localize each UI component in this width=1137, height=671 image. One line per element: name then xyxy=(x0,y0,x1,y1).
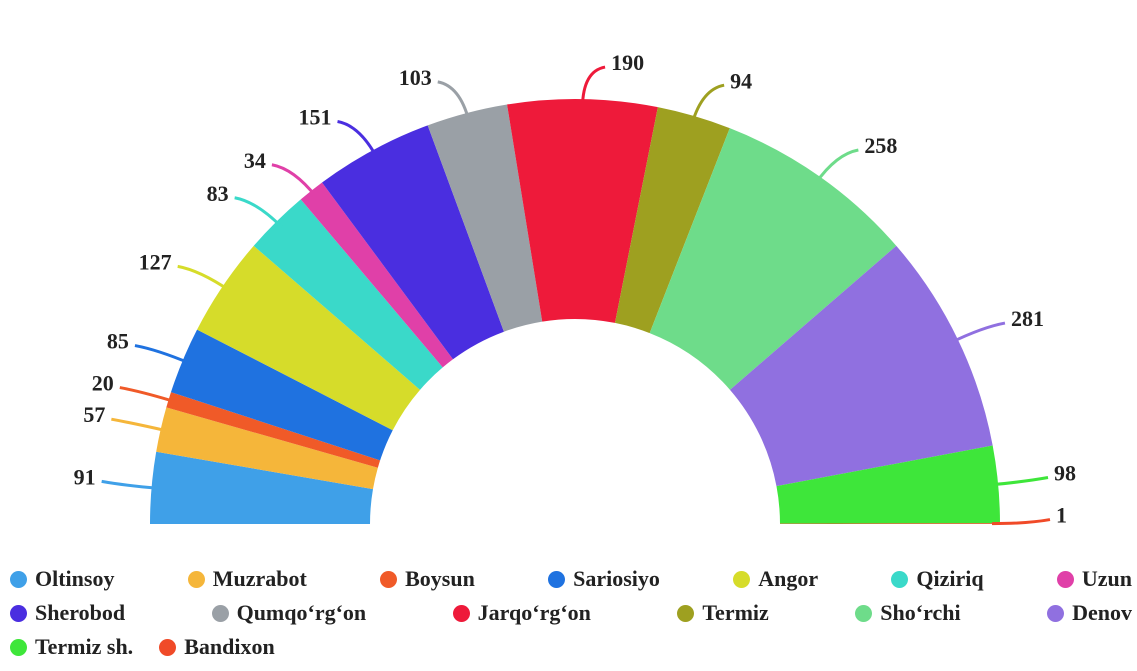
legend-marker xyxy=(548,570,566,588)
legend-label: Termiz xyxy=(702,600,769,625)
data-label: 98 xyxy=(1054,461,1076,486)
leader-line xyxy=(234,196,284,229)
data-label: 103 xyxy=(399,65,432,90)
leader-line xyxy=(690,83,725,125)
data-label: 85 xyxy=(107,329,129,354)
legend-item: Sariosiyo xyxy=(548,566,660,592)
legend-row: Termiz sh. Bandixon xyxy=(10,630,1132,664)
slice xyxy=(197,245,421,431)
leader-line xyxy=(991,518,1051,526)
legend-item: Termiz sh. xyxy=(10,634,133,660)
data-label: 34 xyxy=(244,148,266,173)
legend-item: Termiz xyxy=(677,600,769,626)
slice xyxy=(300,182,453,368)
legend-marker xyxy=(10,638,27,656)
slice xyxy=(166,392,381,468)
leader-line xyxy=(814,148,859,185)
data-label: 127 xyxy=(139,249,172,274)
legend-item: Uzun xyxy=(1056,566,1132,592)
chart: 91 57 20 85 127 83 34 151 103 190 94 258 281 98 1 xyxy=(74,50,1076,528)
data-label: 94 xyxy=(730,68,752,93)
data-label: 1 xyxy=(1056,503,1067,528)
legend-label: Sho‘rchi xyxy=(880,600,961,625)
legend-marker xyxy=(1056,570,1074,588)
legend-label: Qumqo‘rg‘on xyxy=(236,600,367,625)
data-label: 151 xyxy=(299,105,332,130)
leader-line xyxy=(949,321,1006,345)
slice xyxy=(779,523,1000,524)
legend-label: Termiz sh. xyxy=(35,634,134,659)
legend-label: Angor xyxy=(758,566,819,591)
legend-label: Denov xyxy=(1072,600,1132,625)
leader-line xyxy=(580,65,606,108)
leader-line xyxy=(134,344,191,365)
legend-marker xyxy=(159,638,177,656)
legend-item: Boysun xyxy=(380,566,475,592)
legend-label: Jarqo‘rg‘on xyxy=(477,600,591,625)
legend-item: Denov xyxy=(1047,600,1132,626)
leader-line xyxy=(101,479,160,490)
legend-label: Qiziriq xyxy=(916,566,984,591)
slice xyxy=(776,445,1000,524)
legend-label: Boysun xyxy=(405,566,475,591)
legend-item: Qumqo‘rg‘on xyxy=(211,600,367,626)
legend-item: Qiziriq xyxy=(891,566,984,592)
slice xyxy=(507,99,658,323)
legend-item: Oltinsoy xyxy=(10,566,114,592)
legend: Oltinsoy Muzrabot Boysun Sariosiyo Angor Qizi… xyxy=(10,562,1132,664)
data-label: 57 xyxy=(83,402,105,427)
legend-label: Bandixon xyxy=(184,634,275,659)
legend-label: Oltinsoy xyxy=(35,566,115,591)
data-label: 281 xyxy=(1011,306,1044,331)
legend-marker xyxy=(10,570,27,588)
legend-item: Angor xyxy=(733,566,818,592)
data-label: 258 xyxy=(864,133,897,158)
slice xyxy=(427,104,543,332)
leader-line xyxy=(990,476,1049,487)
data-label: 20 xyxy=(92,371,114,396)
legend-marker xyxy=(187,570,205,588)
legend-label: Sariosiyo xyxy=(573,566,660,591)
legend-marker xyxy=(10,604,27,622)
legend-item: Muzrabot xyxy=(187,566,307,592)
legend-row: Oltinsoy Muzrabot Boysun Sariosiyo Angor Qizi… xyxy=(10,562,1132,596)
legend-marker xyxy=(211,604,229,622)
slice xyxy=(150,451,373,524)
slice xyxy=(170,329,393,461)
legend-marker xyxy=(677,604,695,622)
legend-marker xyxy=(452,604,470,622)
legend-label: Sherobod xyxy=(35,600,126,625)
leader-line xyxy=(119,386,177,404)
legend-marker xyxy=(891,570,909,588)
leader-line xyxy=(337,120,378,158)
leader-line xyxy=(271,163,318,198)
slice xyxy=(729,245,993,487)
slice xyxy=(649,128,897,390)
legend-item: Sho‘rchi xyxy=(855,600,961,626)
legend-row: Sherobod Qumqo‘rg‘on Jarqo‘rg‘on Termiz Sho‘… xyxy=(10,596,1132,630)
leader-line xyxy=(437,80,471,122)
data-label: 190 xyxy=(611,50,644,75)
slice xyxy=(156,407,378,490)
legend-marker xyxy=(855,604,873,622)
slice xyxy=(253,199,443,390)
slice xyxy=(322,125,504,360)
legend-label: Muzrabot xyxy=(212,566,307,591)
data-label: 83 xyxy=(207,181,229,206)
slice xyxy=(614,107,730,334)
legend-marker xyxy=(380,570,398,588)
data-label: 91 xyxy=(74,464,96,489)
legend-label: Uzun xyxy=(1081,566,1132,591)
legend-marker xyxy=(733,570,751,588)
leader-line xyxy=(177,264,231,292)
legend-marker xyxy=(1047,604,1065,622)
legend-item: Sherobod xyxy=(10,600,125,626)
legend-item: Jarqo‘rg‘on xyxy=(452,600,591,626)
legend-item: Bandixon xyxy=(159,634,275,660)
leader-line xyxy=(111,417,169,433)
